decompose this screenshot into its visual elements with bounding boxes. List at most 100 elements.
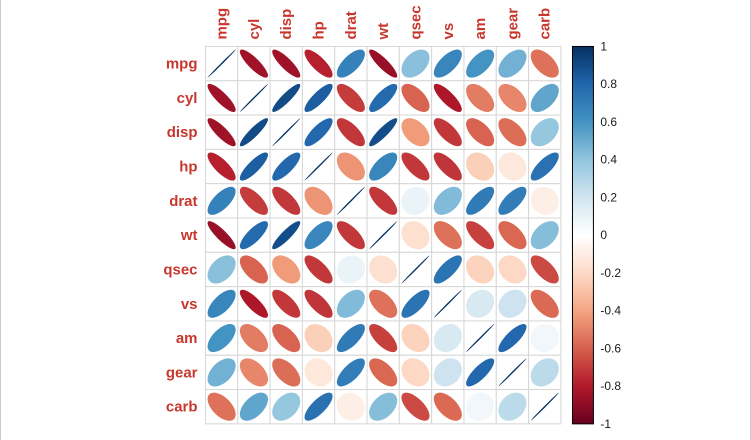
corr-ellipse-wt-am — [466, 221, 495, 250]
corr-ellipse-mpg-disp — [272, 49, 301, 78]
row-label-hp: hp — [179, 159, 197, 176]
corr-ellipse-carb-gear — [498, 392, 527, 421]
row-label-disp: disp — [167, 124, 198, 141]
corr-ellipse-gear-vs — [433, 358, 462, 387]
corr-ellipse-disp-vs — [433, 118, 462, 147]
col-label-drat: drat — [343, 11, 360, 39]
col-label-disp: disp — [278, 9, 295, 40]
corr-ellipse-qsec-mpg — [207, 255, 236, 284]
corr-ellipse-mpg-gear — [498, 49, 527, 78]
corr-ellipse-vs-carb — [530, 289, 559, 318]
corr-ellipse-cyl-drat — [336, 83, 365, 112]
col-label-hp: hp — [311, 21, 328, 39]
corr-ellipse-gear-am — [466, 358, 495, 387]
corr-ellipse-cyl-vs — [433, 83, 462, 112]
corr-ellipse-wt-carb — [530, 221, 559, 250]
corr-ellipse-cyl-qsec — [401, 83, 430, 112]
corr-ellipse-drat-drat — [336, 186, 365, 215]
corr-ellipse-disp-drat — [336, 118, 365, 147]
corr-ellipse-carb-hp — [304, 392, 333, 421]
corr-ellipse-vs-drat — [336, 289, 365, 318]
corr-ellipse-wt-drat — [336, 221, 365, 250]
corr-ellipse-carb-carb — [530, 392, 559, 421]
corr-ellipse-hp-gear — [498, 152, 527, 181]
corr-ellipse-wt-mpg — [207, 221, 236, 250]
corr-ellipse-qsec-hp — [304, 255, 333, 284]
corr-ellipse-carb-qsec — [401, 392, 430, 421]
corr-ellipse-cyl-hp — [304, 83, 333, 112]
corr-ellipse-cyl-carb — [530, 83, 559, 112]
corr-ellipse-vs-disp — [272, 289, 301, 318]
corr-ellipse-disp-disp — [272, 118, 301, 147]
corr-ellipse-am-cyl — [239, 324, 268, 353]
corr-ellipse-gear-qsec — [401, 358, 430, 387]
corr-ellipse-disp-wt — [369, 118, 398, 147]
corr-ellipse-gear-carb — [530, 358, 559, 387]
corr-ellipse-cyl-am — [466, 83, 495, 112]
corr-ellipse-disp-gear — [498, 118, 527, 147]
corr-ellipse-wt-disp — [272, 221, 301, 250]
corr-ellipse-gear-gear — [498, 358, 527, 387]
corr-ellipse-wt-hp — [304, 221, 333, 250]
corr-ellipse-am-carb — [530, 324, 559, 353]
col-label-qsec: qsec — [407, 5, 424, 39]
col-label-gear: gear — [504, 8, 521, 40]
corr-ellipse-am-gear — [498, 324, 527, 353]
corr-ellipse-qsec-wt — [369, 255, 398, 284]
corr-ellipse-am-qsec — [401, 324, 430, 353]
row-label-cyl: cyl — [177, 90, 198, 107]
corr-ellipse-gear-cyl — [239, 358, 268, 387]
corr-ellipse-mpg-cyl — [239, 49, 268, 78]
corr-ellipse-am-hp — [304, 324, 333, 353]
corr-ellipse-gear-hp — [304, 358, 333, 387]
corr-ellipse-hp-wt — [369, 152, 398, 181]
corr-ellipse-qsec-cyl — [239, 255, 268, 284]
colorbar-tick-label--0.8: -0.8 — [600, 379, 621, 393]
corr-ellipse-disp-qsec — [401, 118, 430, 147]
corr-ellipse-qsec-carb — [530, 255, 559, 284]
col-label-carb: carb — [537, 8, 554, 40]
corr-ellipse-drat-hp — [304, 186, 333, 215]
row-label-gear: gear — [166, 364, 198, 381]
col-label-am: am — [472, 18, 489, 40]
colorbar-tick-label-0.2: 0.2 — [600, 190, 617, 204]
corr-ellipse-wt-qsec — [401, 221, 430, 250]
corr-ellipse-hp-qsec — [401, 152, 430, 181]
corr-ellipse-qsec-vs — [433, 255, 462, 284]
corr-ellipse-drat-gear — [498, 186, 527, 215]
colorbar-tick-label--0.6: -0.6 — [600, 341, 621, 355]
corr-ellipse-wt-vs — [433, 221, 462, 250]
corr-ellipse-hp-carb — [530, 152, 559, 181]
corr-ellipse-drat-vs — [433, 186, 462, 215]
corr-ellipse-vs-hp — [304, 289, 333, 318]
corr-ellipse-drat-disp — [272, 186, 301, 215]
row-label-am: am — [176, 330, 198, 347]
colorbar-tick-label-0.6: 0.6 — [600, 115, 617, 129]
corr-ellipse-carb-vs — [433, 392, 462, 421]
colorbar-tick-label--0.4: -0.4 — [600, 304, 621, 318]
corr-ellipse-mpg-wt — [369, 49, 398, 78]
corr-ellipse-mpg-am — [466, 49, 495, 78]
row-label-qsec: qsec — [163, 261, 197, 278]
corr-ellipse-drat-carb — [530, 186, 559, 215]
corr-ellipse-mpg-carb — [530, 49, 559, 78]
corr-ellipse-mpg-drat — [336, 49, 365, 78]
corr-ellipse-gear-disp — [272, 358, 301, 387]
col-label-vs: vs — [440, 23, 457, 40]
col-label-mpg: mpg — [214, 8, 231, 40]
corr-ellipse-drat-qsec — [401, 186, 430, 215]
corr-ellipse-carb-drat — [336, 392, 365, 421]
corr-ellipse-disp-cyl — [239, 118, 268, 147]
corr-ellipse-vs-am — [466, 289, 495, 318]
corr-ellipse-cyl-mpg — [207, 83, 236, 112]
corr-ellipse-cyl-cyl — [239, 83, 268, 112]
corr-ellipse-vs-wt — [369, 289, 398, 318]
corr-ellipse-drat-mpg — [207, 186, 236, 215]
corr-ellipse-vs-vs — [433, 289, 462, 318]
colorbar-tick-label-1: 1 — [600, 39, 607, 53]
row-label-carb: carb — [166, 399, 198, 416]
corr-ellipse-disp-carb — [530, 118, 559, 147]
corr-ellipse-hp-mpg — [207, 152, 236, 181]
